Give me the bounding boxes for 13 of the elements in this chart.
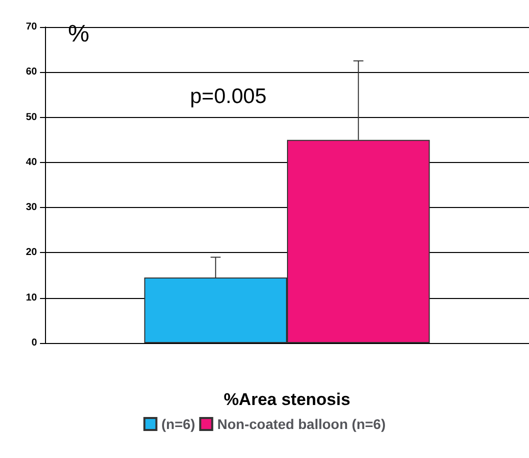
- legend-label: (n=6): [161, 416, 196, 432]
- y-tick-label: 70: [26, 22, 38, 32]
- y-axis-title: %: [68, 20, 90, 48]
- y-tick-label: 20: [26, 247, 38, 258]
- y-tick-label: 30: [26, 202, 38, 214]
- y-tick-label: 50: [26, 112, 38, 123]
- y-tick-label: 40: [26, 156, 38, 168]
- x-axis-title: %Area stenosis: [224, 390, 350, 409]
- y-tick-label: 10: [26, 292, 38, 304]
- legend-label: Non-coated balloon (n=6): [217, 416, 386, 432]
- y-tick-label: 60: [26, 66, 38, 78]
- annotation: p=0.005: [190, 85, 266, 108]
- y-tick-label: 0: [31, 338, 38, 348]
